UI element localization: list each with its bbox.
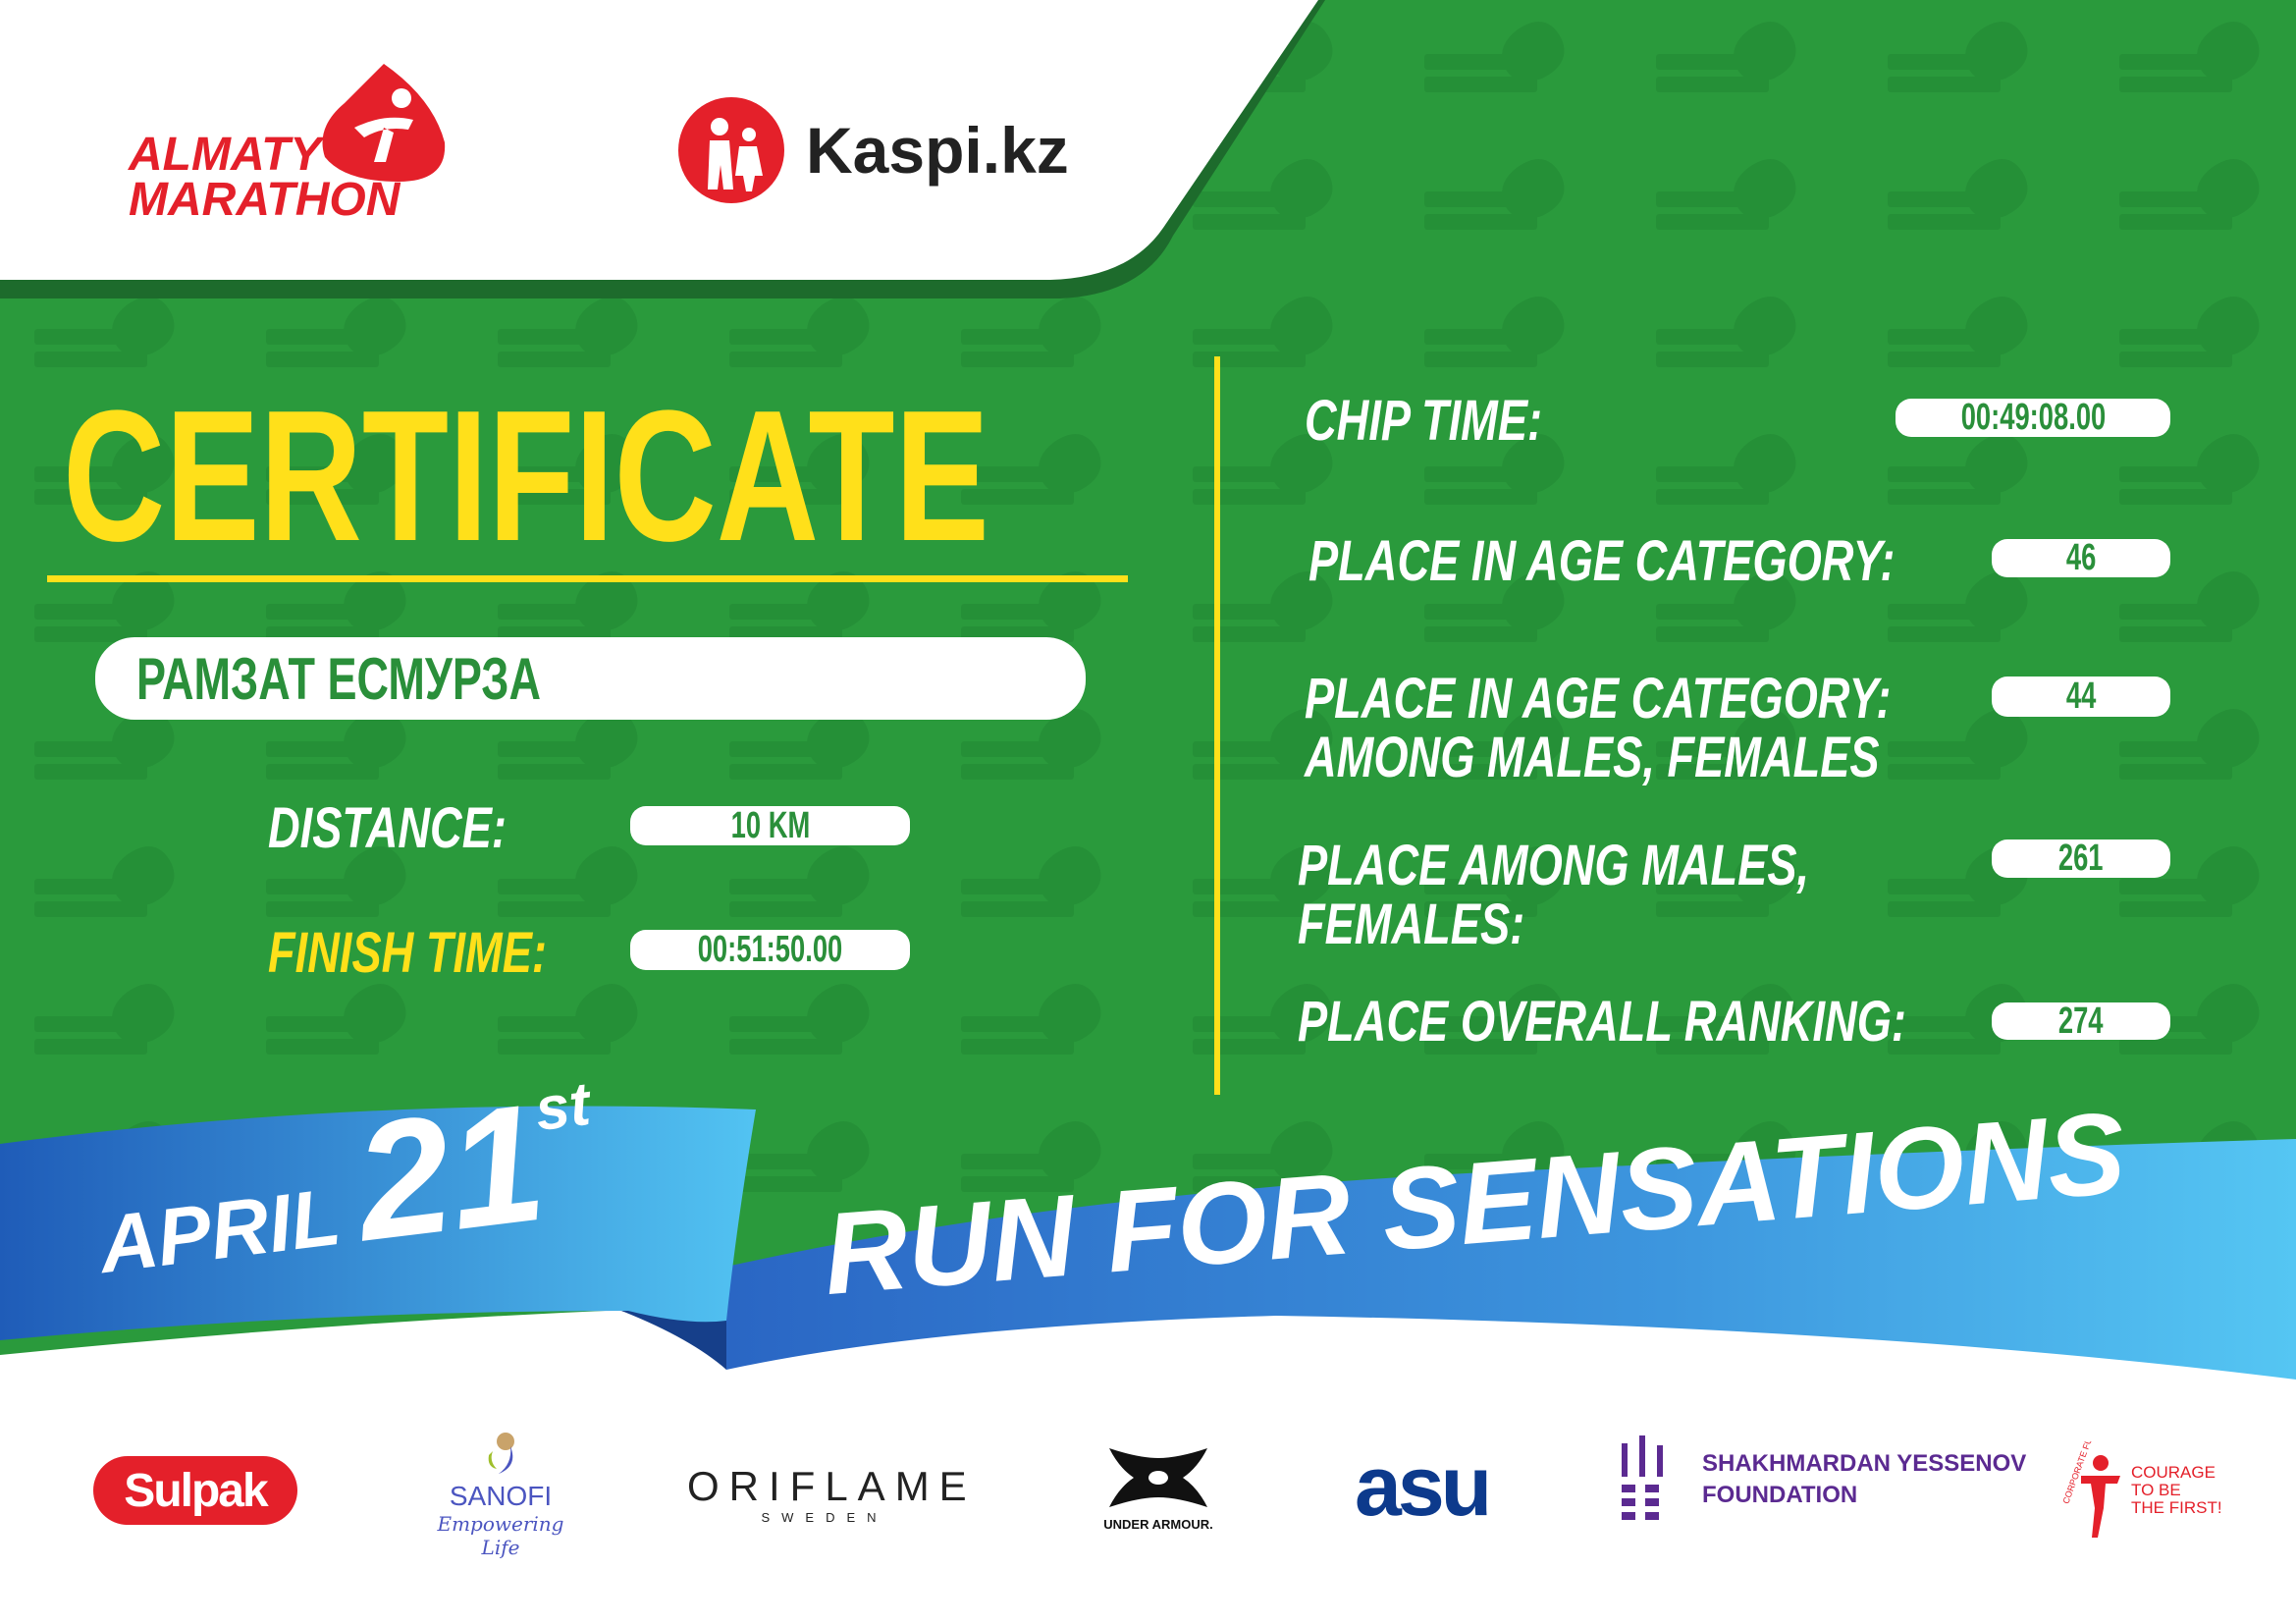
yessenov-bars-icon <box>1622 1435 1663 1520</box>
vertical-divider <box>1214 356 1220 1095</box>
chip-time-value: 00:49:08.00 <box>1896 397 2170 438</box>
yessenov-line-1: SHAKHMARDAN YESSENOV <box>1702 1450 2027 1477</box>
yessenov-logo: SHAKHMARDAN YESSENOV FOUNDATION <box>1620 1435 2026 1524</box>
gender-place-value: 261 <box>1992 838 2170 879</box>
fund-runner-icon: CORPORATE FUND <box>2060 1441 2120 1538</box>
sanofi-logo: SANOFI Empowering Life <box>422 1432 579 1559</box>
gender-label-line-1: PLACE AMONG MALES, <box>1298 834 1810 897</box>
participant-name-field: РАМЗАТ ЕСМУРЗА <box>95 637 1086 720</box>
oriflame-logo: ORIFLAME SWEDEN <box>687 1463 977 1525</box>
participant-name: РАМЗАТ ЕСМУРЗА <box>136 645 541 712</box>
age-gender-label-line-1: PLACE IN AGE CATEGORY: <box>1305 667 1892 731</box>
finish-time-value: 00:51:50.00 <box>630 929 910 970</box>
under-armour-icon <box>1109 1448 1207 1507</box>
age-gender-value: 44 <box>1992 676 2170 717</box>
family-icon <box>678 97 784 203</box>
courage-fund-logo: CORPORATE FUND COURAGE TO BE THE FIRST! <box>2056 1441 2222 1540</box>
date-suffix: st <box>531 1069 594 1145</box>
gender-place-label: PLACE AMONG MALES, FEMALES: <box>1298 837 1809 954</box>
age-gender-label-line-2: AMONG MALES, FEMALES <box>1305 726 1880 789</box>
age-category-value: 46 <box>1992 537 2170 578</box>
ribbon-right <box>726 1139 2296 1380</box>
fund-line-3: THE FIRST! <box>2131 1498 2222 1517</box>
runner-drop-icon <box>322 64 446 182</box>
gender-label-line-2: FEMALES: <box>1298 893 1525 956</box>
kaspi-text: Kaspi.kz <box>806 114 1069 187</box>
logo-line-2: MARATHON <box>129 174 400 226</box>
sanofi-text: SANOFI <box>449 1481 553 1511</box>
date-day: 21 <box>346 1068 554 1277</box>
yessenov-line-2: FOUNDATION <box>1702 1482 1858 1508</box>
fund-line-2: TO BE <box>2131 1481 2181 1499</box>
age-gender-label: PLACE IN AGE CATEGORY: AMONG MALES, FEMA… <box>1305 670 1891 787</box>
header-panel <box>0 0 1318 280</box>
date-month: APRIL <box>94 1171 346 1291</box>
under-armour-logo: UNDER ARMOUR. <box>1075 1443 1242 1532</box>
distance-value: 10 KM <box>630 805 910 846</box>
oriflame-text: ORIFLAME <box>687 1463 977 1509</box>
chip-time-label: CHIP TIME: <box>1305 389 1543 453</box>
finish-time-label: FINISH TIME: <box>268 921 547 985</box>
distance-label: DISTANCE: <box>268 796 507 860</box>
logo-line-1: ALMATY <box>129 129 322 181</box>
fund-line-1: COURAGE <box>2131 1463 2216 1482</box>
ribbon-left <box>0 1106 756 1340</box>
overall-ranking-label: PLACE OVERALL RANKING: <box>1298 990 1906 1054</box>
under-armour-text: UNDER ARMOUR. <box>1103 1517 1213 1532</box>
sanofi-tagline: Empowering Life <box>437 1512 564 1559</box>
asu-logo: asu <box>1355 1439 1492 1534</box>
yessenov-text: SHAKHMARDAN YESSENOV FOUNDATION <box>1702 1448 2026 1511</box>
title-underline <box>47 575 1128 582</box>
age-category-label: PLACE IN AGE CATEGORY: <box>1308 529 1896 593</box>
almaty-marathon-logo: ALMATY MARATHON <box>129 59 453 231</box>
oriflame-sub: SWEDEN <box>761 1510 888 1525</box>
certificate-title: CERTIFICATE <box>63 372 989 580</box>
sulpak-logo: Sulpak <box>93 1456 297 1525</box>
overall-ranking-value: 274 <box>1992 1001 2170 1042</box>
sanofi-swirl-icon <box>488 1433 514 1474</box>
fund-text: COURAGE TO BE THE FIRST! <box>2131 1464 2222 1517</box>
kaspi-logo: Kaspi.kz <box>678 97 1069 203</box>
